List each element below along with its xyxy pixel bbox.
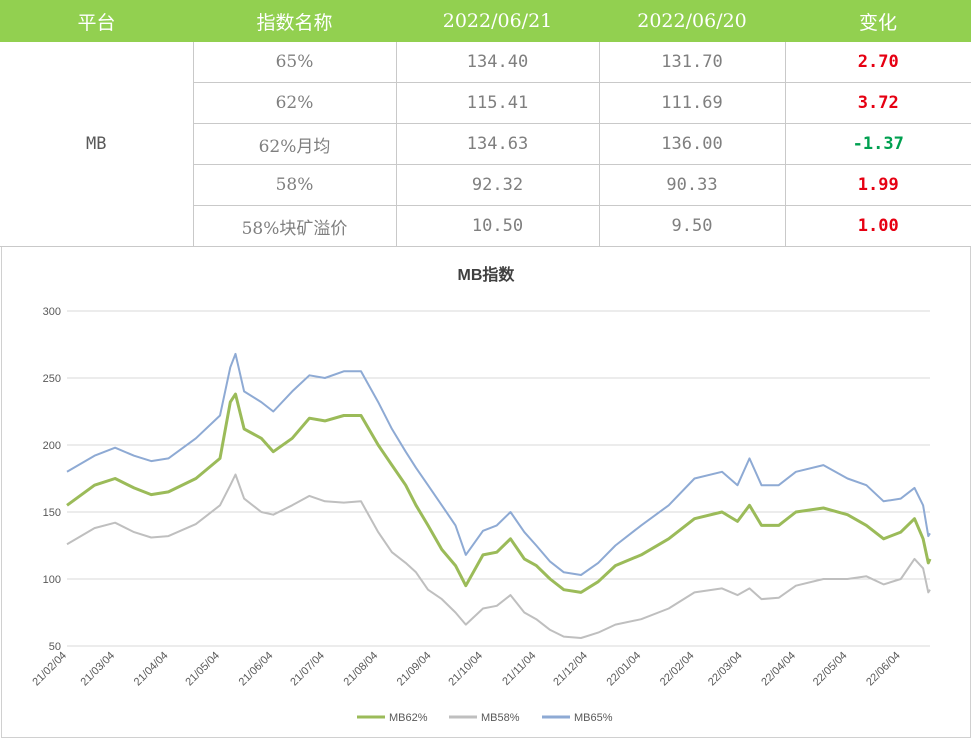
series-line-mb65 xyxy=(66,352,931,576)
x-tick-label: 21/09/04 xyxy=(395,650,434,689)
x-tick-label: 21/06/04 xyxy=(237,650,276,689)
value-date-2-cell: 9.50 xyxy=(599,205,786,247)
x-tick-label: 21/04/04 xyxy=(132,650,171,689)
value-date-2-cell: 90.33 xyxy=(599,164,786,206)
value-date-1-cell: 115.41 xyxy=(396,82,600,124)
y-tick-label: 250 xyxy=(43,373,61,385)
x-tick-label: 22/05/04 xyxy=(811,650,850,689)
value-date-2-cell: 136.00 xyxy=(599,123,786,165)
x-tick-label: 22/03/04 xyxy=(706,650,745,689)
value-date-2-cell: 131.70 xyxy=(599,42,786,83)
y-tick-label: 200 xyxy=(43,440,61,452)
table-row: MB 65% 134.40 131.70 2.70 xyxy=(0,42,971,247)
series-line-mb62 xyxy=(66,392,932,594)
platform-cell: MB xyxy=(0,42,194,247)
index-name-cell: 62% xyxy=(193,82,397,124)
index-table: 平台 指数名称 2022/06/21 2022/06/20 变化 MB 65% … xyxy=(0,0,971,247)
x-tick-label: 21/02/04 xyxy=(30,650,69,689)
legend-label: MB62% xyxy=(389,712,428,724)
value-date-2-cell: 111.69 xyxy=(599,82,786,124)
change-cell: 1.00 xyxy=(785,205,971,247)
y-tick-label: 50 xyxy=(49,641,61,653)
x-tick-label: 21/07/04 xyxy=(288,650,327,689)
x-tick-label: 22/02/04 xyxy=(658,650,697,689)
x-tick-label: 21/10/04 xyxy=(446,650,485,689)
table-row: 62%月均 134.63 136.00 -1.37 xyxy=(0,123,971,165)
y-tick-label: 150 xyxy=(43,507,61,519)
value-date-1-cell: 10.50 xyxy=(396,205,600,247)
header-platform: 平台 xyxy=(0,0,193,42)
x-tick-label: 21/11/04 xyxy=(500,650,538,688)
x-tick-label: 21/03/04 xyxy=(78,650,117,689)
index-name-cell: 62%月均 xyxy=(193,123,397,165)
y-tick-label: 300 xyxy=(43,306,61,318)
table-row: 58%块矿溢价 10.50 9.50 1.00 xyxy=(0,205,971,247)
series-line-mb58 xyxy=(66,473,931,639)
table-header-row: 平台 指数名称 2022/06/21 2022/06/20 变化 xyxy=(0,0,971,42)
table-row: 62% 115.41 111.69 3.72 xyxy=(0,82,971,124)
index-name-cell: 58% xyxy=(193,164,397,206)
change-cell: 2.70 xyxy=(785,42,971,83)
x-tick-label: 21/08/04 xyxy=(342,650,381,689)
chart-title: MB指数 xyxy=(458,265,516,284)
header-date-2: 2022/06/20 xyxy=(599,0,785,42)
legend-label: MB58% xyxy=(481,712,520,724)
header-date-1: 2022/06/21 xyxy=(396,0,599,42)
x-tick-label: 21/12/04 xyxy=(551,650,590,689)
change-cell: 1.99 xyxy=(785,164,971,206)
value-date-1-cell: 134.63 xyxy=(396,123,600,165)
header-change: 变化 xyxy=(785,0,971,42)
value-date-1-cell: 92.32 xyxy=(396,164,600,206)
value-date-1-cell: 134.40 xyxy=(396,42,600,83)
line-chart: MB指数 50 100 150 200 250 300 21/02/04 21/03/04 2… xyxy=(30,265,932,724)
change-cell: 3.72 xyxy=(785,82,971,124)
table-row: 58% 92.32 90.33 1.99 xyxy=(0,164,971,206)
change-cell: -1.37 xyxy=(785,123,971,165)
x-tick-label: 22/01/04 xyxy=(605,650,644,689)
x-tick-label: 21/05/04 xyxy=(183,650,222,689)
legend-label: MB65% xyxy=(574,712,613,724)
index-name-cell: 58%块矿溢价 xyxy=(193,205,397,247)
chart-panel: MB指数 50 100 150 200 250 300 21/02/04 21/03/04 2… xyxy=(1,247,971,738)
y-tick-label: 100 xyxy=(43,574,61,586)
header-index-name: 指数名称 xyxy=(193,0,396,42)
x-tick-label: 22/06/04 xyxy=(864,650,903,689)
index-name-cell: 65% xyxy=(193,42,397,83)
x-tick-label: 22/04/04 xyxy=(759,650,798,689)
